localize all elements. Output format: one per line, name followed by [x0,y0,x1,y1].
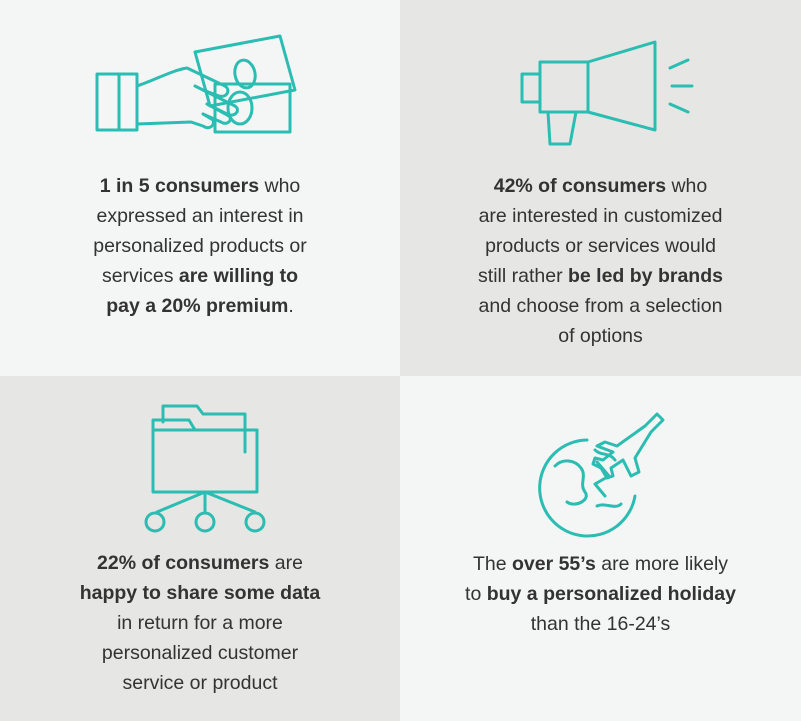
megaphone-icon [520,40,695,150]
stat-line: personalized products or [0,231,400,261]
stat-text-segment: in return for a more [117,612,283,634]
stat-text-segment: service or product [122,672,278,694]
stat-text-segment: expressed an interest in [96,205,304,227]
stat-text-segment: personalized customer [101,642,299,664]
stat-panel-premium: 1 in 5 consumers who expressed an interes… [0,0,400,376]
stat-line: still rather be led by brands [400,261,801,291]
stat-line: pay a 20% premium. [0,291,400,321]
stat-line: than the 16-24’s [400,609,801,639]
stat-text-segment: of options [558,325,643,347]
stat-line: personalized customer [0,638,400,668]
stat-text-segment: than the 16-24’s [530,613,671,635]
stat-highlight: 1 in 5 consumers [99,175,260,197]
folder-network-icon [144,404,270,536]
stat-highlight: buy a personalized holiday [486,583,736,605]
stat-text-segment: services [101,265,179,287]
stat-highlight: are willing to [178,265,299,287]
stat-line: service or product [0,668,400,698]
stat-text-premium: 1 in 5 consumers who expressed an interes… [0,171,400,321]
stat-line: 22% of consumers are [0,548,400,578]
stat-text-segment: who [666,175,708,197]
hand-money-icon [95,28,300,138]
stat-highlight: 42% of consumers [493,175,667,197]
stat-panel-holiday: The over 55’s are more likely to buy a pe… [400,376,801,721]
stat-text-segment: who [259,175,301,197]
stat-panel-led-by-brands: 42% of consumers who are interested in cu… [400,0,801,376]
stat-highlight: pay a 20% premium [106,295,289,317]
stat-line: to buy a personalized holiday [400,579,801,609]
stat-text-segment: are interested in customized [478,205,723,227]
stat-highlight: over 55’s [511,553,596,575]
stat-line: in return for a more [0,608,400,638]
stat-line: of options [400,321,801,351]
stat-text-segment: personalized products or [93,235,307,257]
stat-line: services are willing to [0,261,400,291]
stat-text-holiday: The over 55’s are more likely to buy a pe… [400,549,801,639]
stat-text-segment: still rather [478,265,568,287]
stat-line: The over 55’s are more likely [400,549,801,579]
stat-highlight: 22% of consumers [97,552,270,574]
stat-text-segment: and choose from a selection [478,295,723,317]
globe-plane-icon [535,406,670,538]
stat-line: products or services would [400,231,801,261]
stat-text-segment: are [269,552,303,574]
stat-panel-share-data: 22% of consumers are happy to share some … [0,376,400,721]
stat-line: are interested in customized [400,201,801,231]
stat-text-segment: The [472,553,512,575]
stat-text-led-by-brands: 42% of consumers who are interested in cu… [400,171,801,351]
stat-highlight: happy to share some data [79,582,321,604]
stat-text-segment: products or services would [485,235,716,257]
stat-line: 42% of consumers who [400,171,801,201]
stat-text-segment: are more likely [595,553,729,575]
stat-text-segment: to [465,583,487,605]
stat-text-share-data: 22% of consumers are happy to share some … [0,548,400,698]
stat-text-segment: . [288,295,294,317]
stat-line: expressed an interest in [0,201,400,231]
stat-line: and choose from a selection [400,291,801,321]
stat-line: happy to share some data [0,578,400,608]
stat-line: 1 in 5 consumers who [0,171,400,201]
stat-highlight: be led by brands [568,265,723,287]
